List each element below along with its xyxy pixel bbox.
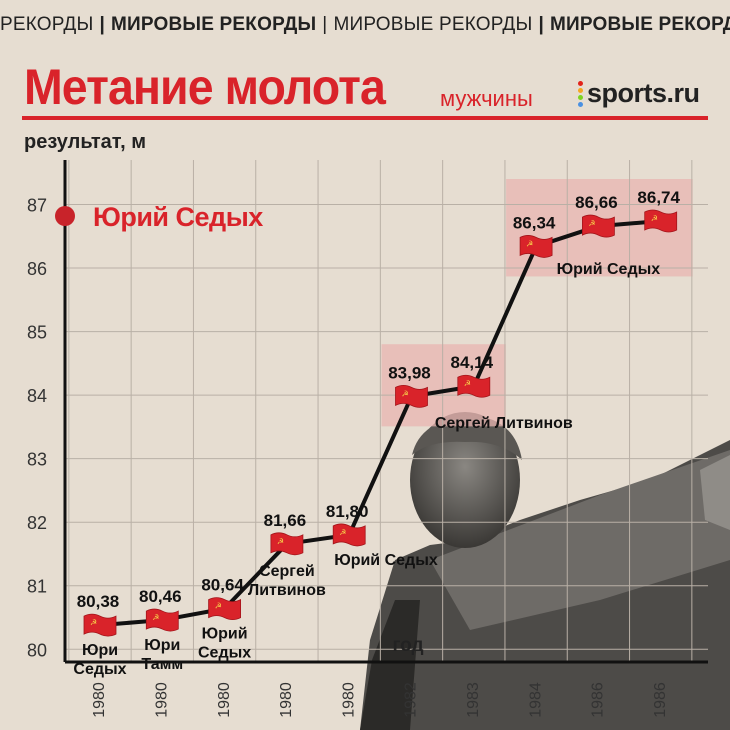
- brand-dots-icon: [578, 81, 583, 109]
- data-point-flag: ☭: [83, 613, 117, 637]
- legend: Юрий Седых: [55, 202, 264, 232]
- axes: 80 81 82 83 84 85 86 87 1980 1980 1980 1980 1980 1982…: [27, 160, 708, 718]
- data-label: 86,34: [513, 213, 556, 232]
- x-tick-label: 1986: [652, 682, 669, 718]
- x-tick-label: 1980: [340, 682, 357, 718]
- athlete-label: Юрий Седых: [198, 626, 251, 662]
- y-axis-label: результат, м: [24, 131, 147, 153]
- athlete-label-line: Юри: [82, 642, 118, 659]
- flag-icon: [208, 597, 242, 621]
- x-tick-label: 1980: [91, 682, 108, 718]
- ticker-item: РЕКОРДЫ: [0, 14, 94, 35]
- athlete-label-line: Юрий Седых: [334, 552, 438, 569]
- data-label: 86,74: [637, 188, 680, 207]
- athlete-label: Юри Седых: [73, 642, 126, 678]
- data-point-flag: ☭: [270, 532, 304, 556]
- data-label: 83,98: [388, 363, 431, 382]
- data-label: 86,66: [575, 193, 618, 212]
- y-tick-label: 81: [27, 577, 47, 597]
- hammer-sickle-icon: ☭: [464, 379, 471, 388]
- ticker-item: МИРОВЫЕ РЕКОРДЫ: [333, 14, 533, 35]
- athlete-label-line: Тамм: [141, 656, 183, 673]
- data-point-flag: ☭: [395, 384, 428, 408]
- flag-icon: [582, 214, 615, 238]
- y-tick-label: 86: [27, 259, 47, 279]
- flag-icon: [644, 209, 678, 233]
- y-tick-label: 83: [27, 450, 47, 470]
- page-subtitle: мужчины: [440, 86, 533, 111]
- x-tick-label: 1982: [403, 682, 420, 718]
- athlete-label-line: Седых: [198, 645, 251, 662]
- hammer-sickle-icon: ☭: [526, 239, 533, 248]
- y-tick-label: 82: [27, 513, 47, 533]
- grid: [65, 160, 708, 662]
- data-point-flag: ☭: [582, 214, 615, 238]
- athlete-label-line: Юри: [144, 637, 180, 654]
- ticker-bar: РЕКОРДЫ | МИРОВЫЕ РЕКОРДЫ | МИРОВЫЕ РЕКОРДЫ |…: [0, 14, 730, 36]
- hammer-sickle-icon: ☭: [402, 389, 409, 398]
- y-tick-label: 87: [27, 195, 47, 215]
- hammer-sickle-icon: ☭: [651, 214, 658, 223]
- x-axis-label: год: [392, 635, 423, 656]
- flag-icon: [519, 235, 553, 258]
- brand-logo: sports.ru: [578, 78, 700, 109]
- brand-name: sports.ru: [587, 78, 700, 108]
- legend-marker: [55, 206, 75, 226]
- ticker-item: МИРОВЫЕ РЕКОРДЫ: [111, 14, 317, 35]
- flag-icon: [457, 374, 491, 398]
- y-tick-label: 84: [27, 386, 47, 406]
- data-label: 80,38: [77, 592, 120, 611]
- data-label: 84,14: [451, 353, 494, 372]
- data-label: 80,64: [201, 576, 244, 595]
- athlete-label-line: Сергей Литвинов: [435, 415, 573, 432]
- x-tick-label: 1983: [465, 682, 482, 718]
- flag-icon: [83, 613, 117, 637]
- athlete-label-line: Сергей: [259, 563, 315, 580]
- hammer-sickle-icon: ☭: [215, 602, 222, 611]
- series-line: [99, 219, 661, 628]
- athlete-label-line: Юрий Седых: [557, 261, 661, 278]
- series: ☭ 80,38 ☭ 80,46 ☭ 80,64 ☭ 81,66 ☭ 81,80 ☭ 83,98 ☭ 84,…: [73, 188, 680, 678]
- data-point-flag: ☭: [332, 523, 366, 547]
- flag-icon: [270, 532, 304, 556]
- hammer-sickle-icon: ☭: [339, 528, 346, 537]
- flag-icon: [145, 608, 179, 632]
- legend-label: Юрий Седых: [93, 202, 263, 232]
- y-tick-label: 85: [27, 323, 47, 343]
- data-label: 81,80: [326, 502, 369, 521]
- x-tick-label: 1980: [278, 682, 295, 718]
- x-tick-label: 1980: [216, 682, 233, 718]
- title-rule: [22, 116, 708, 120]
- athlete-label-line: Литвинов: [248, 582, 326, 599]
- page-title: Метание молота: [24, 59, 386, 115]
- athlete-label-line: Седых: [73, 661, 126, 678]
- data-point-flag: ☭: [644, 209, 678, 233]
- y-tick-label: 80: [27, 640, 47, 660]
- flag-icon: [332, 523, 366, 547]
- hammer-sickle-icon: ☭: [588, 219, 595, 228]
- x-tick-label: 1980: [154, 682, 171, 718]
- data-label: 81,66: [264, 511, 307, 530]
- x-tick-label: 1986: [590, 682, 607, 718]
- athlete-label: Юри Тамм: [141, 637, 183, 673]
- data-point-flag: ☭: [457, 374, 491, 398]
- athlete-label: Юрий Седых: [557, 261, 661, 278]
- athlete-label: Сергей Литвинов: [435, 415, 573, 432]
- data-point-flag: ☭: [208, 597, 242, 621]
- flag-icon: [395, 384, 428, 408]
- data-point-flag: ☭: [519, 235, 553, 258]
- athlete-photo: [360, 412, 730, 730]
- athlete-label: Юрий Седых: [334, 552, 438, 569]
- athlete-label-line: Юрий: [202, 626, 248, 643]
- hammer-sickle-icon: ☭: [90, 618, 97, 627]
- data-point-flag: ☭: [145, 608, 179, 632]
- x-tick-label: 1984: [527, 682, 544, 718]
- hammer-sickle-icon: ☭: [277, 537, 284, 546]
- athlete-label: Сергей Литвинов: [248, 563, 326, 599]
- data-label: 80,46: [139, 587, 182, 606]
- hammer-sickle-icon: ☭: [152, 613, 159, 622]
- ticker-item: МИРОВЫЕ РЕКОРД: [550, 14, 730, 35]
